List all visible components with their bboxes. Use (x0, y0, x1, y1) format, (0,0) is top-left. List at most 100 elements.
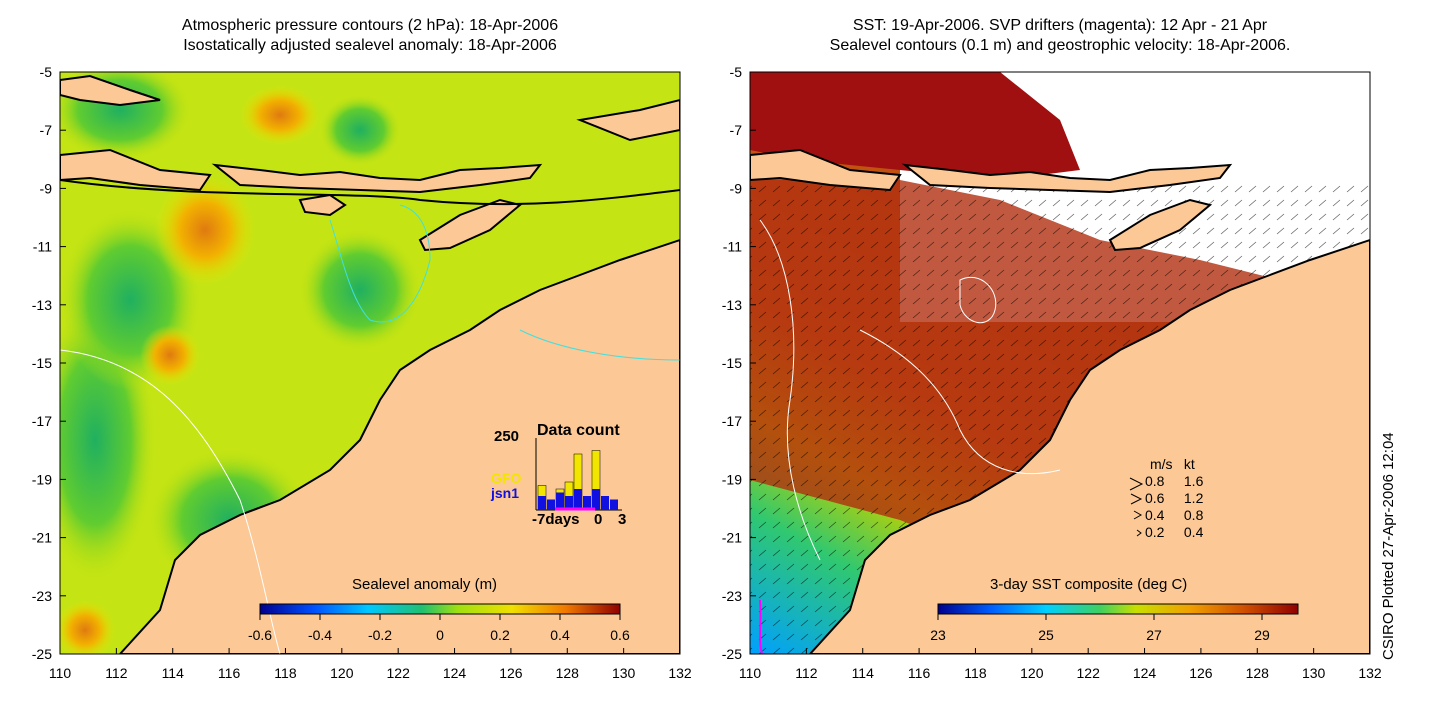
shelf-contour (60, 179, 680, 206)
right-map (750, 72, 1370, 654)
x-tick-label: 114 (162, 665, 185, 681)
sumba-island (298, 193, 347, 217)
inset-bar-jsn1 (583, 496, 591, 510)
inset-bar-jsn1 (565, 496, 573, 510)
inset-bar-jsn1 (592, 489, 600, 510)
legend-header-ms: m/s (1150, 456, 1173, 472)
colorbar-tick-label: 23 (930, 627, 946, 643)
x-tick-label: 124 (1133, 665, 1157, 681)
y-tick-label: -23 (722, 588, 742, 604)
y-tick-label: -21 (722, 530, 742, 546)
x-tick-label: 132 (668, 665, 692, 681)
inset-bar-jsn1 (610, 499, 618, 510)
colorbar-tick-label: -0.2 (368, 627, 392, 643)
legend-header-kt: kt (1183, 456, 1195, 472)
y-tick-label: -19 (722, 471, 742, 487)
sealevel-contour (959, 276, 997, 324)
sst-colorbar (937, 603, 1299, 615)
sla-blob (240, 85, 320, 145)
colorbar-tick-label: -0.4 (308, 627, 332, 643)
velocity-legend-arrows (1129, 477, 1144, 537)
legend-row: 0.2 0.4 (1145, 524, 1204, 540)
inset-series-gfo: GFO (491, 470, 522, 486)
y-tick-label: -25 (722, 646, 742, 662)
x-tick-label: 132 (1358, 665, 1382, 681)
x-tick-label: 116 (908, 665, 931, 681)
y-tick-label: -7 (730, 122, 743, 138)
colorbar-tick-label: 29 (1254, 627, 1270, 643)
y-tick-label: -15 (722, 355, 742, 371)
y-tick-label: -17 (722, 413, 742, 429)
colorbar-tick-label: 25 (1038, 627, 1054, 643)
y-tick-label: -9 (730, 180, 743, 196)
inset-xlabel-end: 3 (618, 511, 627, 528)
inset-series-jsn1: jsn1 (491, 485, 520, 501)
x-tick-label: 120 (1020, 665, 1044, 681)
australia-landmass (118, 238, 680, 654)
sla-colorbar (259, 603, 621, 615)
sulawesi-south (60, 74, 161, 107)
legend-row: 0.6 1.2 (1145, 490, 1204, 506)
x-tick-label: 110 (739, 665, 762, 681)
x-tick-label: 122 (387, 665, 411, 681)
colorbar-tick-label: 0 (436, 627, 444, 643)
x-tick-label: 130 (612, 665, 636, 681)
australia-landmass (808, 238, 1370, 654)
colorbar-tick-label: 0.4 (550, 627, 570, 643)
lesser-sunda-islands (901, 163, 1233, 194)
x-tick-label: 116 (218, 665, 241, 681)
lesser-sunda-islands (211, 163, 543, 194)
left-title: Atmospheric pressure contours (2 hPa): 1… (60, 16, 680, 56)
inset-bar-jsn1 (547, 499, 555, 510)
flores-east (576, 98, 680, 142)
y-tick-label: -19 (32, 471, 52, 487)
legend-row: 0.4 0.8 (1145, 507, 1204, 523)
sla-blob (60, 72, 190, 160)
inset-ymax-label: 250 (494, 428, 520, 445)
pressure-contour (519, 329, 680, 361)
velocity-legend: m/s kt 0.8 1.6 0.6 1.2 0.4 0.8 0.2 0.4 (1145, 456, 1203, 541)
sla-blob (140, 325, 200, 385)
y-tick-label: -15 (32, 355, 52, 371)
y-tick-label: -21 (32, 530, 52, 546)
sst-warm-north (750, 72, 1080, 180)
x-tick-label: 126 (1189, 665, 1213, 681)
y-tick-label: -17 (32, 413, 52, 429)
inset-xlabel-start: -7days (532, 511, 580, 528)
x-tick-label: 112 (795, 665, 818, 681)
y-tick-label: -7 (40, 122, 53, 138)
x-tick-label: 118 (274, 665, 297, 681)
sealevel-contour (759, 219, 821, 561)
left-title-line2: Isostatically adjusted sealevel anomaly:… (183, 37, 557, 54)
y-tick-label: -25 (32, 646, 52, 662)
y-tick-label: -13 (32, 297, 52, 313)
sla-blob (320, 95, 400, 165)
pressure-contour (329, 204, 431, 323)
y-tick-label: -13 (722, 297, 742, 313)
right-title-line1: SST: 19-Apr-2006. SVP drifters (magenta)… (852, 17, 1268, 34)
inset-bar-jsn1 (556, 492, 564, 510)
x-tick-label: 124 (443, 665, 467, 681)
y-tick-label: -11 (723, 239, 742, 255)
sla-blob (300, 230, 420, 350)
y-tick-label: -9 (40, 180, 53, 196)
x-tick-label: 126 (499, 665, 523, 681)
legend-row: 0.8 1.6 (1145, 473, 1204, 489)
java-island (750, 148, 902, 192)
y-tick-label: -5 (730, 64, 743, 80)
inset-bar-jsn1 (538, 496, 546, 510)
sla-colorbar-label: Sealevel anomaly (m) (352, 576, 498, 593)
sla-blob (155, 175, 255, 285)
plot-credit: CSIRO Plotted 27-Apr-2006 12:04 (1380, 432, 1397, 660)
left-map (60, 72, 680, 654)
x-tick-label: 128 (556, 665, 580, 681)
timor-island (1108, 198, 1213, 252)
java-island (60, 148, 212, 192)
inset-title: Data count (537, 422, 620, 439)
y-tick-label: -11 (33, 239, 52, 255)
y-tick-label: -5 (40, 64, 53, 80)
right-title: SST: 19-Apr-2006. SVP drifters (magenta)… (750, 16, 1370, 56)
x-tick-label: 128 (1246, 665, 1270, 681)
x-tick-label: 112 (105, 665, 128, 681)
sla-blob (60, 600, 115, 654)
